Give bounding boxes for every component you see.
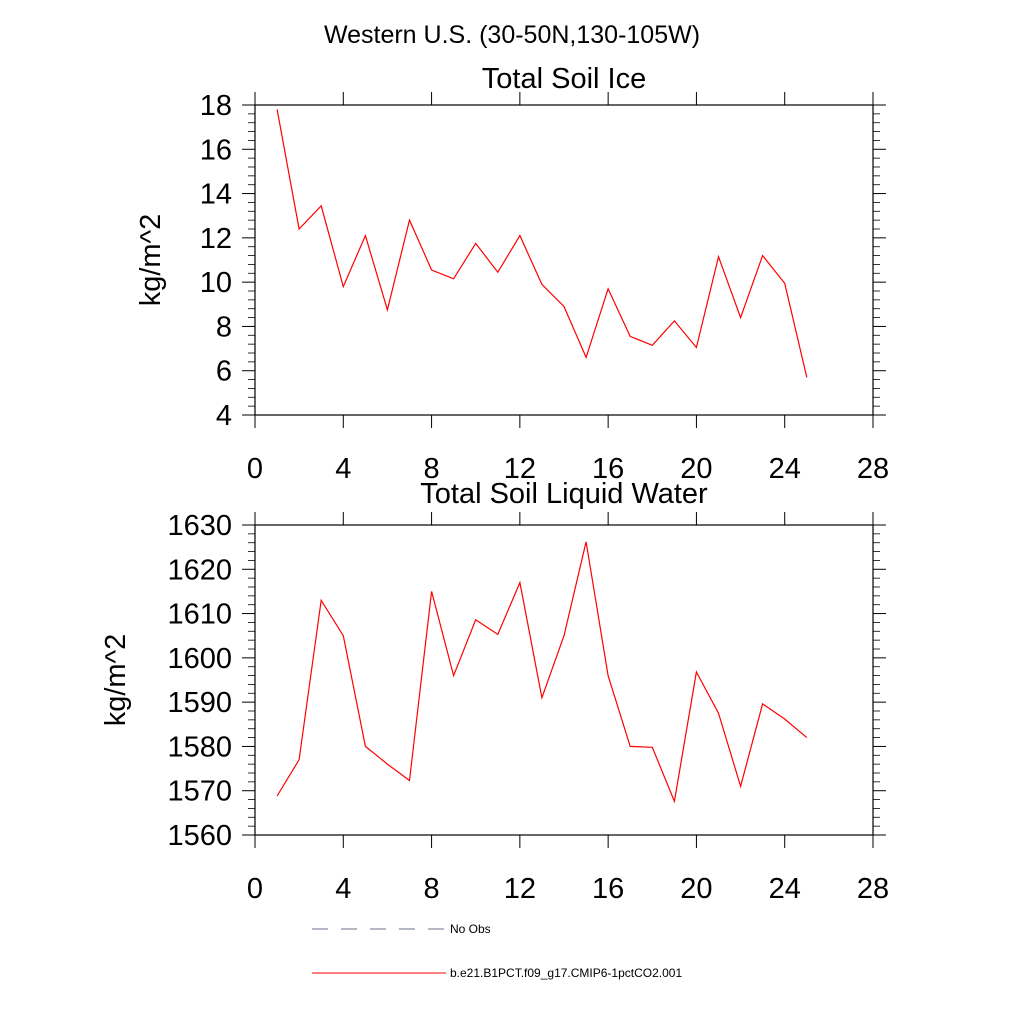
y-tick-label: 1600	[167, 643, 232, 675]
x-tick-label: 4	[335, 453, 351, 485]
y-tick-label: 4	[216, 400, 232, 432]
data-point	[695, 346, 698, 349]
y-tick-label: 1570	[167, 776, 232, 808]
y-tick-label: 8	[216, 311, 232, 343]
data-point	[540, 283, 543, 286]
data-point	[430, 590, 433, 593]
y-tick-label: 10	[200, 267, 232, 299]
data-point	[540, 696, 543, 699]
data-point	[761, 702, 764, 705]
data-point	[585, 540, 588, 543]
data-point	[342, 634, 345, 637]
x-tick-label: 4	[335, 873, 351, 905]
data-point	[761, 254, 764, 257]
y-tick-label: 1560	[167, 820, 232, 852]
data-point	[563, 634, 566, 637]
y-tick-label: 16	[200, 134, 232, 166]
panel-title: Total Soil Ice	[482, 63, 646, 95]
data-point	[695, 671, 698, 674]
data-point	[342, 285, 345, 288]
data-point	[717, 712, 720, 715]
series-line	[276, 109, 808, 378]
data-point	[452, 277, 455, 280]
data-point	[474, 242, 477, 245]
x-tick-label: 0	[247, 873, 263, 905]
y-tick-label: 1580	[167, 731, 232, 763]
data-point	[320, 599, 323, 602]
data-point	[474, 618, 477, 621]
x-tick-label: 12	[504, 453, 536, 485]
y-tick-label: 14	[200, 179, 232, 211]
data-point	[320, 204, 323, 207]
x-tick-label: 20	[680, 873, 712, 905]
x-tick-label: 24	[769, 873, 801, 905]
data-point	[408, 219, 411, 222]
data-point	[805, 376, 808, 379]
data-point	[563, 305, 566, 308]
data-point	[651, 746, 654, 749]
y-axis-label: kg/m^2	[100, 634, 132, 727]
data-point	[739, 785, 742, 788]
data-point	[452, 674, 455, 677]
y-tick-label: 1630	[167, 510, 232, 542]
data-point	[783, 282, 786, 285]
x-tick-label: 8	[424, 873, 440, 905]
y-axis-label: kg/m^2	[135, 214, 167, 307]
data-point	[805, 736, 808, 739]
data-point	[629, 745, 632, 748]
legend-label: No Obs	[450, 922, 491, 936]
legend-label: b.e21.B1PCT.f09_g17.CMIP6-1pctCO2.001	[450, 966, 682, 980]
x-tick-label: 16	[592, 873, 624, 905]
data-point	[717, 255, 720, 258]
panel-title: Total Soil Liquid Water	[420, 478, 708, 510]
data-point	[430, 268, 433, 271]
x-tick-label: 16	[592, 453, 624, 485]
x-tick-label: 20	[680, 453, 712, 485]
data-point	[651, 344, 654, 347]
data-point	[496, 271, 499, 274]
data-point	[364, 745, 367, 748]
y-tick-label: 1620	[167, 554, 232, 586]
data-point	[518, 234, 521, 237]
x-tick-label: 8	[424, 453, 440, 485]
data-point	[585, 356, 588, 359]
data-point	[386, 308, 389, 311]
figure-main-title: Western U.S. (30-50N,130-105W)	[324, 21, 700, 49]
series-line	[276, 541, 808, 804]
legend: No Obs b.e21.B1PCT.f09_g17.CMIP6-1pctCO2.…	[312, 922, 682, 980]
data-point	[607, 674, 610, 677]
data-point	[518, 581, 521, 584]
y-tick-label: 6	[216, 356, 232, 388]
data-point	[629, 335, 632, 338]
data-point	[298, 228, 301, 231]
data-point	[673, 319, 676, 322]
data-point	[298, 758, 301, 761]
x-tick-label: 24	[769, 453, 801, 485]
data-point	[739, 316, 742, 319]
x-tick-label: 28	[857, 453, 889, 485]
data-point	[276, 795, 279, 798]
y-tick-label: 1610	[167, 599, 232, 631]
data-point	[607, 287, 610, 290]
data-point	[673, 800, 676, 803]
x-tick-label: 28	[857, 873, 889, 905]
plot-frame	[254, 104, 874, 416]
data-point	[386, 763, 389, 766]
y-tick-label: 1590	[167, 687, 232, 719]
data-point	[276, 108, 279, 111]
x-tick-label: 0	[247, 453, 263, 485]
data-point	[364, 234, 367, 237]
x-tick-label: 12	[504, 873, 536, 905]
data-point	[783, 717, 786, 720]
data-point	[408, 779, 411, 782]
y-tick-label: 18	[200, 90, 232, 122]
y-tick-label: 12	[200, 223, 232, 255]
data-point	[496, 633, 499, 636]
plot-frame	[254, 524, 874, 836]
